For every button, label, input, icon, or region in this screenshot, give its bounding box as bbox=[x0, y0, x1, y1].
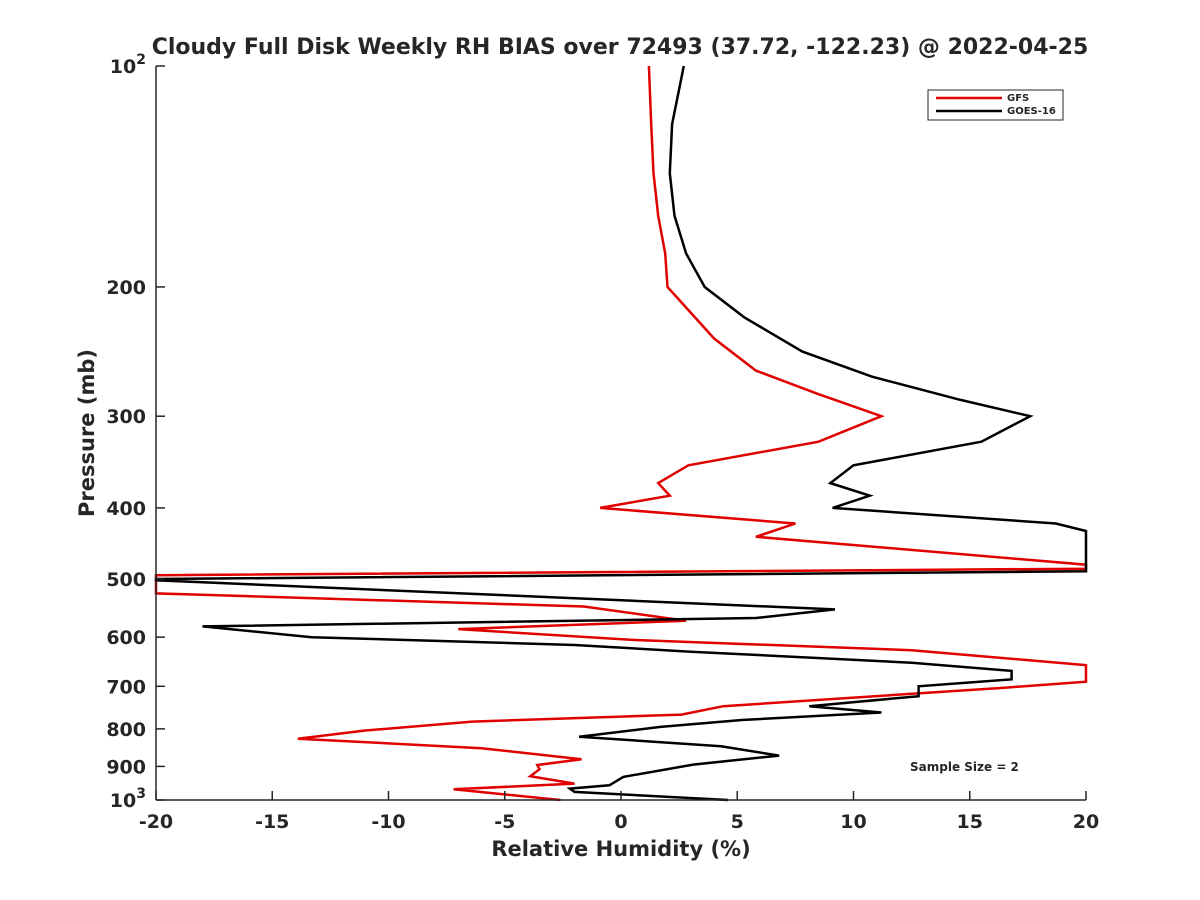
y-tick-label: 500 bbox=[106, 569, 146, 591]
y-ticks: 102 200 300 400 500 600 700 800 900 103 bbox=[106, 52, 165, 812]
x-tick-label: -15 bbox=[255, 811, 289, 833]
x-tick-label: 5 bbox=[731, 811, 744, 833]
legend-label-goes-16: GOES-16 bbox=[1007, 106, 1056, 117]
series-line-gfs bbox=[154, 65, 1088, 802]
x-ticks: -20 -15 -10 -5 0 5 10 15 20 bbox=[139, 791, 1099, 833]
y-tick-label: 700 bbox=[106, 676, 146, 698]
x-tick-label: 0 bbox=[614, 811, 627, 833]
y-tick-label: 102 bbox=[110, 52, 146, 78]
y-tick-label: 800 bbox=[106, 719, 146, 741]
x-tick-label: 20 bbox=[1073, 811, 1099, 833]
legend-label-gfs: GFS bbox=[1007, 93, 1029, 104]
y-tick-label: 400 bbox=[106, 498, 146, 520]
chart-title: Cloudy Full Disk Weekly RH BIAS over 724… bbox=[152, 35, 1089, 60]
y-axis-label: Pressure (mb) bbox=[75, 349, 99, 517]
x-tick-label: 15 bbox=[957, 811, 983, 833]
legend-box bbox=[927, 89, 1064, 121]
x-tick-label: -20 bbox=[139, 811, 173, 833]
x-tick-label: 10 bbox=[840, 811, 866, 833]
y-tick-label: 300 bbox=[106, 406, 146, 428]
x-tick-label: -10 bbox=[371, 811, 405, 833]
y-tick-label: 900 bbox=[106, 756, 146, 778]
legend: GFS GOES-16 bbox=[927, 89, 1064, 121]
y-tick-label: 200 bbox=[106, 277, 146, 299]
series-layer bbox=[154, 65, 1088, 802]
x-axis-label: Relative Humidity (%) bbox=[491, 837, 750, 861]
y-tick-label: 103 bbox=[110, 786, 146, 812]
y-tick-label: 600 bbox=[106, 627, 146, 649]
sample-size-annotation: Sample Size = 2 bbox=[910, 760, 1019, 774]
series-line-goes-16 bbox=[154, 65, 1088, 802]
x-tick-label: -5 bbox=[494, 811, 515, 833]
